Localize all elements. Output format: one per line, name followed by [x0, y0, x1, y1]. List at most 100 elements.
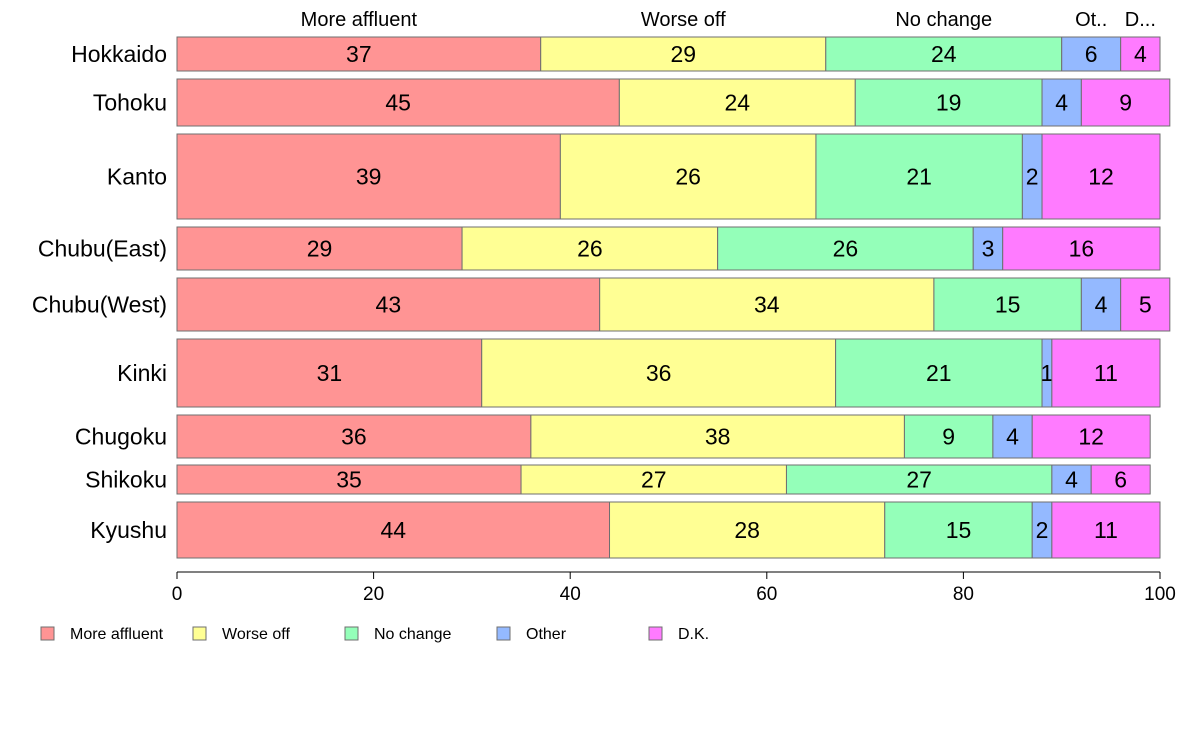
bar-segment-other-chubu-west — [1080, 277, 1122, 332]
bar-row-hokkaido: 37 29 24 6 4 — [176, 36, 1161, 72]
bar-row-kinki: 31 36 21 1 11 — [176, 338, 1161, 408]
bar-segment-more-affluent-kinki — [176, 338, 483, 408]
bar-segment-other-tohoku — [1041, 78, 1082, 127]
bar-segment-more-affluent-chubu-west — [176, 277, 601, 332]
legend-label-worse-off: Worse off — [222, 626, 290, 643]
legend: More affluent Worse off No change Other D.K. — [40, 626, 709, 643]
bar-row-shikoku: 35 27 27 4 6 — [176, 464, 1151, 495]
data-label-d-k-tohoku: 9 — [1119, 90, 1132, 116]
x-tick-label-20: 20 — [363, 584, 384, 605]
category-label-tohoku: Tohoku — [93, 90, 167, 116]
bar-segment-more-affluent-shikoku — [176, 464, 522, 495]
bar-segment-more-affluent-hokkaido — [176, 36, 542, 72]
bar-segment-more-affluent-tohoku — [176, 78, 620, 127]
data-label-more-affluent-kanto: 39 — [356, 164, 382, 190]
bar-segment-worse-off-tohoku — [618, 78, 856, 127]
bar-segment-d-k-chubu-west — [1120, 277, 1171, 332]
data-label-no-change-kinki: 21 — [926, 360, 952, 386]
data-label-worse-off-chubu-west: 34 — [754, 292, 780, 318]
bar-segment-worse-off-kanto — [559, 133, 817, 220]
bar-segment-no-change-kyushu — [884, 501, 1033, 559]
bar-row-kyushu: 44 28 15 2 11 — [176, 501, 1161, 559]
legend-label-other: Other — [526, 626, 567, 643]
data-label-no-change-shikoku: 27 — [906, 467, 932, 493]
bar-segment-no-change-chubu-east — [717, 226, 974, 271]
bar-segment-no-change-chugoku — [903, 414, 994, 459]
bar-segment-d-k-chubu-east — [1002, 226, 1161, 271]
data-label-worse-off-kyushu: 28 — [734, 517, 760, 543]
data-label-other-tohoku: 4 — [1055, 90, 1068, 116]
bar-segment-worse-off-chubu-west — [599, 277, 935, 332]
data-label-d-k-chubu-east: 16 — [1069, 236, 1095, 262]
bar-segment-worse-off-kyushu — [609, 501, 886, 559]
data-label-worse-off-chubu-east: 26 — [577, 236, 603, 262]
bar-segment-no-change-chubu-west — [933, 277, 1082, 332]
bar-row-kanto: 39 26 21 2 12 — [176, 133, 1161, 220]
x-axis: 0 20 40 60 80 100 — [172, 571, 1176, 605]
category-label-hokkaido: Hokkaido — [71, 41, 167, 67]
data-label-no-change-chugoku: 9 — [942, 424, 955, 450]
bar-segment-other-chubu-east — [972, 226, 1004, 271]
data-label-more-affluent-chubu-west: 43 — [376, 292, 402, 318]
data-label-no-change-tohoku: 19 — [936, 90, 962, 116]
data-label-other-kinki: 1 — [1041, 360, 1054, 386]
data-label-more-affluent-chugoku: 36 — [341, 424, 367, 450]
bar-segment-more-affluent-chubu-east — [176, 226, 463, 271]
data-label-worse-off-chugoku: 38 — [705, 424, 731, 450]
data-label-more-affluent-tohoku: 45 — [385, 90, 411, 116]
column-header-3: No change — [895, 9, 992, 31]
data-label-other-chubu-west: 4 — [1095, 292, 1108, 318]
data-label-no-change-chubu-west: 15 — [995, 292, 1021, 318]
data-label-worse-off-kinki: 36 — [646, 360, 672, 386]
category-label-shikoku: Shikoku — [85, 467, 167, 493]
legend-swatch-more-affluent — [40, 626, 55, 641]
data-label-d-k-chubu-west: 5 — [1139, 292, 1152, 318]
bar-segment-other-shikoku — [1051, 464, 1092, 495]
bar-segment-worse-off-chubu-east — [461, 226, 719, 271]
x-tick-label-60: 60 — [756, 584, 777, 605]
category-label-chubu-west: Chubu(West) — [32, 292, 167, 318]
legend-swatch-other — [496, 626, 511, 641]
category-label-chugoku: Chugoku — [75, 424, 167, 450]
data-label-other-shikoku: 4 — [1065, 467, 1078, 493]
bar-segment-d-k-kanto — [1041, 133, 1161, 220]
data-label-no-change-chubu-east: 26 — [833, 236, 859, 262]
bar-row-chugoku: 36 38 9 4 12 — [176, 414, 1151, 459]
data-label-other-kanto: 2 — [1026, 164, 1039, 190]
x-tick-label-40: 40 — [560, 584, 581, 605]
legend-item-d-k: D.K. — [648, 626, 709, 643]
data-label-more-affluent-kinki: 31 — [317, 360, 343, 386]
data-label-worse-off-hokkaido: 29 — [670, 41, 696, 67]
column-header-5: D... — [1125, 9, 1156, 31]
data-label-d-k-kinki: 11 — [1094, 360, 1118, 386]
legend-label-no-change: No change — [374, 626, 451, 643]
bar-segment-worse-off-kinki — [481, 338, 837, 408]
data-label-d-k-chugoku: 12 — [1078, 424, 1104, 450]
data-label-d-k-hokkaido: 4 — [1134, 41, 1147, 67]
legend-swatch-no-change — [344, 626, 359, 641]
legend-item-more-affluent: More affluent — [40, 626, 164, 643]
data-label-d-k-shikoku: 6 — [1114, 467, 1127, 493]
data-label-worse-off-kanto: 26 — [675, 164, 701, 190]
column-header-4: Ot.. — [1075, 9, 1107, 31]
bar-row-chubu-west: 43 34 15 4 5 — [176, 277, 1171, 332]
bar-row-tohoku: 45 24 19 4 9 — [176, 78, 1171, 127]
bar-segment-more-affluent-kyushu — [176, 501, 611, 559]
legend-item-other: Other — [496, 626, 567, 643]
data-label-worse-off-tohoku: 24 — [725, 90, 751, 116]
bar-segment-no-change-tohoku — [854, 78, 1043, 127]
column-header-2: Worse off — [641, 9, 726, 31]
x-tick-label-0: 0 — [172, 584, 183, 605]
data-label-d-k-kanto: 12 — [1088, 164, 1114, 190]
legend-swatch-d-k — [648, 626, 663, 641]
bar-segment-d-k-kyushu — [1051, 501, 1161, 559]
x-tick-label-100: 100 — [1144, 584, 1176, 605]
legend-item-worse-off: Worse off — [192, 626, 290, 643]
column-headers: More affluent Worse off No change Ot.. D... — [301, 9, 1156, 31]
data-label-no-change-hokkaido: 24 — [931, 41, 957, 67]
bar-segment-no-change-kanto — [815, 133, 1023, 220]
bar-segment-worse-off-hokkaido — [540, 36, 827, 72]
legend-label-more-affluent: More affluent — [70, 626, 164, 643]
legend-item-no-change: No change — [344, 626, 451, 643]
region-labels: Hokkaido Tohoku Kanto Chubu(East) Chubu(West… — [32, 41, 167, 543]
